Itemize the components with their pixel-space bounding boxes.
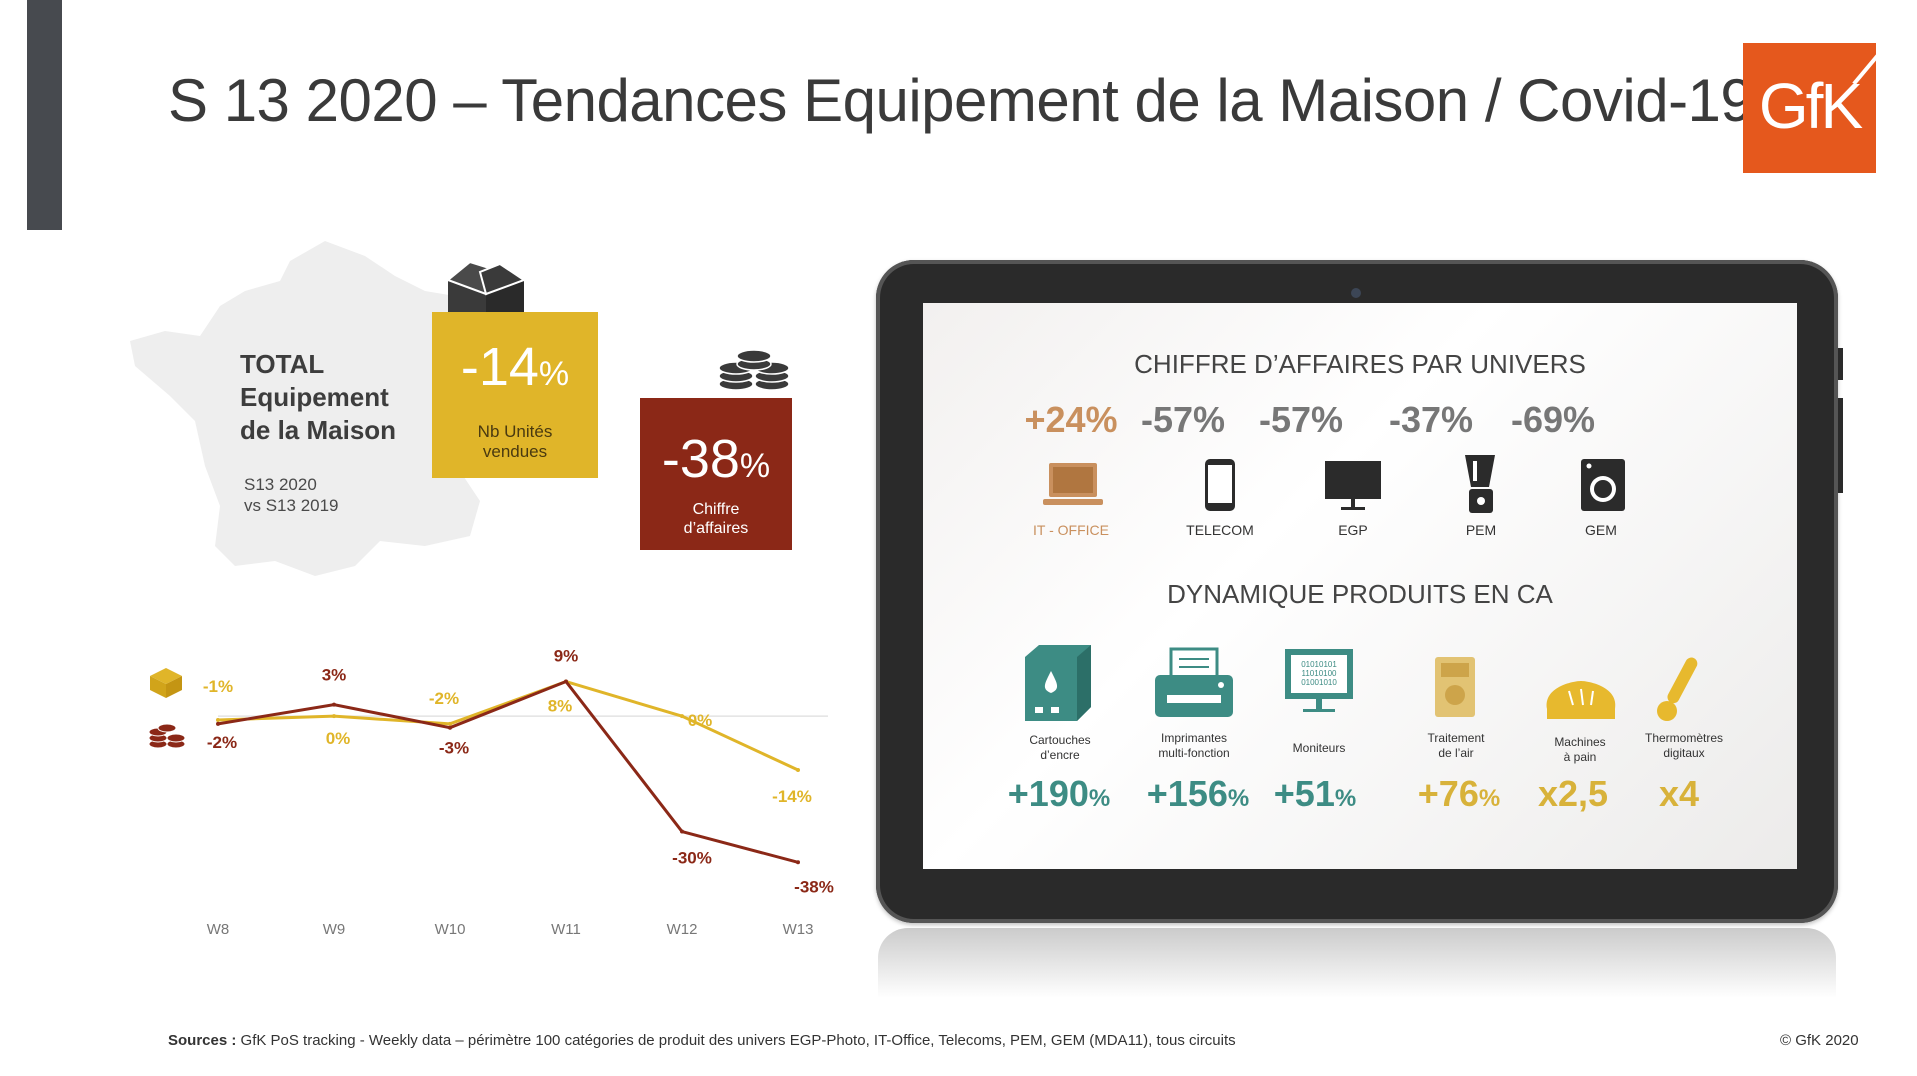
data-point xyxy=(332,714,336,719)
x-tick-label: W11 xyxy=(551,921,581,938)
camera-icon xyxy=(1351,288,1361,298)
copyright: © GfK 2020 xyxy=(1780,1032,1859,1049)
universe-pct: -57% xyxy=(1140,399,1226,440)
data-label: -3% xyxy=(439,739,469,758)
data-label: -38% xyxy=(794,877,834,896)
svg-text:01010101: 01010101 xyxy=(1301,660,1337,669)
data-label: -30% xyxy=(672,849,712,868)
x-tick-label: W13 xyxy=(783,921,814,938)
product-label: Moniteurs xyxy=(1292,741,1346,755)
sources-footnote: Sources : GfK PoS tracking - Weekly data… xyxy=(168,1032,1236,1049)
data-point xyxy=(564,679,568,684)
blender-icon xyxy=(1465,455,1495,513)
data-label: 0% xyxy=(326,729,351,748)
svg-text:11010100: 11010100 xyxy=(1302,669,1338,678)
svg-text:01001010: 01001010 xyxy=(1301,678,1337,687)
data-point xyxy=(680,829,684,834)
bread-icon xyxy=(1546,681,1616,719)
ink-cartridge-icon xyxy=(1025,645,1091,721)
x-tick-label: W9 xyxy=(323,921,346,938)
universe-label: TELECOM xyxy=(1186,522,1254,538)
universe-pct: -69% xyxy=(1510,399,1596,440)
tablet-reflection xyxy=(878,928,1836,998)
product-value: +51% xyxy=(1273,773,1357,814)
data-label: 8% xyxy=(548,697,573,716)
universe-pct: -57% xyxy=(1258,399,1344,440)
universe-label: GEM xyxy=(1585,522,1617,538)
logo-text: GfK xyxy=(1758,70,1863,142)
tablet-screen: CHIFFRE D’AFFAIRES PAR UNIVERS +24% -57%… xyxy=(923,303,1797,869)
series-line xyxy=(217,679,799,772)
france-map-icon xyxy=(130,241,480,576)
coins-icon xyxy=(718,349,790,391)
product-value: x4 xyxy=(1658,773,1700,814)
kpi-ca-box: -38% Chiffre d’affaires xyxy=(640,398,792,550)
product-value: +156% xyxy=(1146,773,1250,814)
data-point xyxy=(796,768,800,772)
air-purifier-icon xyxy=(1435,657,1475,717)
product-label: Imprimantes multi-fonction xyxy=(1158,731,1230,760)
coins-icon xyxy=(148,723,186,749)
data-point xyxy=(680,714,684,719)
side-accent-bar xyxy=(27,0,62,230)
data-label: -2% xyxy=(207,733,237,752)
kpi-units-box: -14% Nb Unités vendues xyxy=(432,312,598,478)
data-point xyxy=(448,725,452,730)
printer-icon xyxy=(1155,647,1233,717)
universe-pct: -37% xyxy=(1388,399,1474,440)
product-label: Machines à pain xyxy=(1554,735,1606,764)
universe-label: EGP xyxy=(1338,522,1368,538)
x-tick-label: W12 xyxy=(667,921,698,938)
gfk-logo: GfK xyxy=(1743,43,1884,173)
kpi-ca-label: Chiffre d’affaires xyxy=(683,501,749,537)
data-point xyxy=(216,721,220,726)
data-point xyxy=(448,721,452,726)
section-products-title: DYNAMIQUE PRODUITS EN CA xyxy=(1167,579,1553,609)
data-label: 9% xyxy=(554,647,579,666)
total-title: TOTAL Equipement de la Maison xyxy=(240,349,397,445)
data-label: -2% xyxy=(429,689,459,708)
product-label: Traitement de l’air xyxy=(1427,731,1485,760)
section-universes-title: CHIFFRE D’AFFAIRES PAR UNIVERS xyxy=(1134,349,1586,379)
thermometer-icon xyxy=(1657,657,1698,721)
universe-pct: +24% xyxy=(1024,399,1118,440)
data-label: 0% xyxy=(688,711,713,730)
laptop-icon xyxy=(1043,463,1103,505)
phone-icon xyxy=(1205,459,1235,511)
page-title: S 13 2020 – Tendances Equipement de la M… xyxy=(168,67,1754,134)
product-value: +190% xyxy=(1007,773,1111,814)
weekly-trend-chart: -1% 0% -2% 8% 0% -14% -2% 3% -3% 9% -30% -38% W8 W9 W1… xyxy=(148,647,834,938)
product-value: x2,5 xyxy=(1537,773,1609,814)
washing-machine-icon xyxy=(1581,459,1625,511)
data-label: -1% xyxy=(203,677,233,696)
universe-label: IT - OFFICE xyxy=(1033,522,1109,538)
product-value: +76% xyxy=(1417,773,1501,814)
product-label: Thermomètres digitaux xyxy=(1644,731,1724,760)
tablet-button xyxy=(1838,398,1843,493)
series-line xyxy=(217,679,799,864)
monitor-icon: 01010101 11010100 01001010 xyxy=(1285,649,1353,712)
x-tick-label: W8 xyxy=(207,921,230,938)
kpi-units-label: Nb Unités vendues xyxy=(477,422,553,461)
period-label: S13 2020 vs S13 2019 xyxy=(244,475,339,515)
data-point xyxy=(796,860,800,865)
data-point xyxy=(332,702,336,707)
kpi-ca-value: -38% xyxy=(661,429,771,489)
data-label: -14% xyxy=(772,787,812,806)
data-label: 3% xyxy=(322,666,347,685)
x-tick-label: W10 xyxy=(435,921,466,938)
universe-label: PEM xyxy=(1465,522,1497,538)
tablet-button xyxy=(1838,348,1843,380)
product-label: Cartouches d’encre xyxy=(1029,733,1091,762)
box-icon xyxy=(150,668,182,698)
tv-icon xyxy=(1325,461,1381,510)
data-point xyxy=(216,718,220,722)
kpi-units-value: -14% xyxy=(460,337,570,397)
